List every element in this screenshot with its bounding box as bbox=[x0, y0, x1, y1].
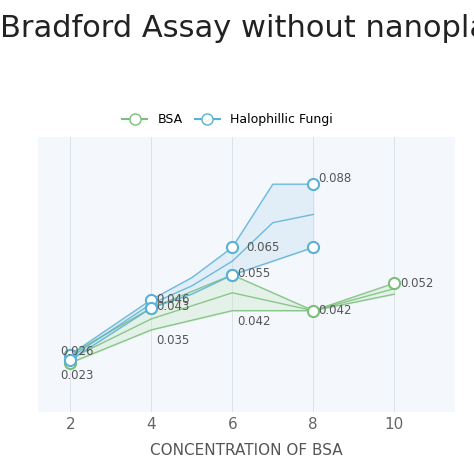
Text: 0.035: 0.035 bbox=[156, 334, 190, 347]
Text: 0.065: 0.065 bbox=[246, 241, 280, 254]
Text: 0.023: 0.023 bbox=[60, 369, 93, 382]
Legend: BSA, Halophillic Fungi: BSA, Halophillic Fungi bbox=[118, 108, 337, 131]
Text: 0.043: 0.043 bbox=[156, 300, 190, 313]
Text: 0.042: 0.042 bbox=[318, 304, 352, 317]
Text: 0.055: 0.055 bbox=[237, 267, 270, 280]
Text: 0.088: 0.088 bbox=[318, 172, 351, 185]
X-axis label: CONCENTRATION OF BSA: CONCENTRATION OF BSA bbox=[150, 443, 343, 458]
Text: 0.026: 0.026 bbox=[60, 346, 94, 358]
Text: 0.042: 0.042 bbox=[237, 315, 271, 328]
Text: 0.052: 0.052 bbox=[401, 277, 434, 290]
Text: Bradford Assay without nanoplastic: Bradford Assay without nanoplastic bbox=[0, 14, 474, 43]
Text: 0.046: 0.046 bbox=[156, 293, 190, 306]
